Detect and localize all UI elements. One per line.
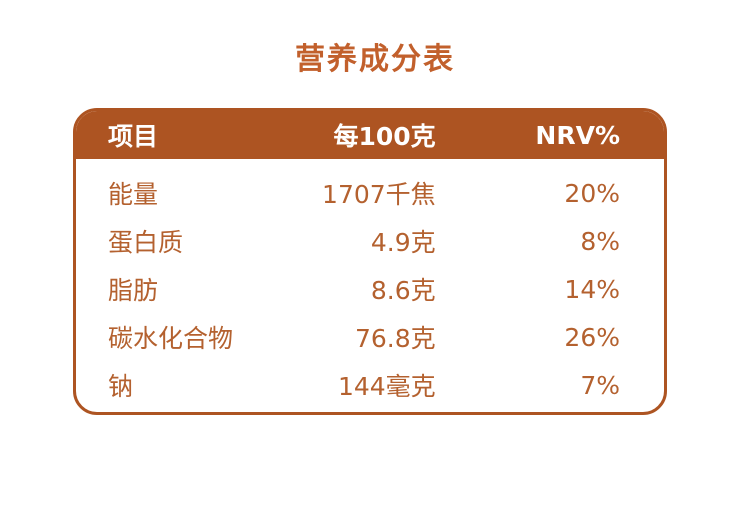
cell-amount: 76.8克 bbox=[355, 324, 436, 353]
cell-item-name: 能量 bbox=[108, 180, 159, 209]
cell-amount: 4.9克 bbox=[370, 228, 436, 257]
cell-nrv: 26% bbox=[564, 322, 620, 352]
table-row: 碳水化合物 76.8克 26% bbox=[76, 313, 664, 361]
cell-amount: 1707千焦 bbox=[322, 180, 436, 209]
cell-item-name: 钠 bbox=[108, 372, 134, 401]
cell-item-name: 碳水化合物 bbox=[108, 324, 234, 353]
header-cell-nrv: NRV% bbox=[535, 120, 620, 150]
cell-nrv: 7% bbox=[580, 370, 620, 400]
cell-nrv: 20% bbox=[564, 178, 620, 208]
page-title: 营养成分表 bbox=[295, 42, 455, 77]
cell-amount: 8.6克 bbox=[370, 276, 436, 305]
table-row: 能量 1707千焦 20% bbox=[76, 169, 664, 217]
table-row: 脂肪 8.6克 14% bbox=[76, 265, 664, 313]
cell-item-name: 脂肪 bbox=[108, 276, 159, 305]
table-body: 能量 1707千焦 20% 蛋白质 4.9克 8% 脂肪 8.6克 14% 碳水… bbox=[76, 159, 664, 409]
header-cell-per100g: 每100克 bbox=[333, 122, 436, 151]
cell-nrv: 14% bbox=[564, 274, 620, 304]
table-row: 钠 144毫克 7% bbox=[76, 361, 664, 409]
cell-item-name: 蛋白质 bbox=[108, 228, 184, 257]
cell-nrv: 8% bbox=[580, 226, 620, 256]
header-cell-item: 项目 bbox=[108, 122, 159, 151]
cell-amount: 144毫克 bbox=[337, 372, 436, 401]
table-header-row: 项目 每100克 NRV% bbox=[76, 111, 664, 159]
nutrition-table: 项目 每100克 NRV% 能量 1707千焦 20% 蛋白质 4.9克 8% … bbox=[73, 108, 667, 415]
table-row: 蛋白质 4.9克 8% bbox=[76, 217, 664, 265]
